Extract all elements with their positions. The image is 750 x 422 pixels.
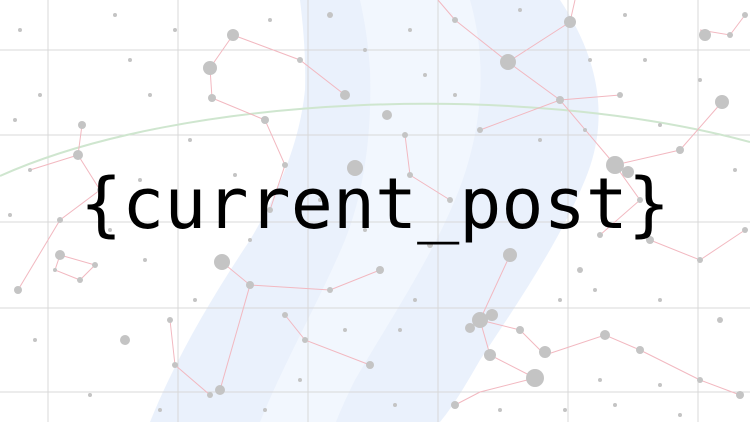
milky-way-core [260,0,481,422]
ecliptic-line [0,102,750,177]
stars [8,8,748,417]
post-title-placeholder: {current_post} [79,163,670,245]
